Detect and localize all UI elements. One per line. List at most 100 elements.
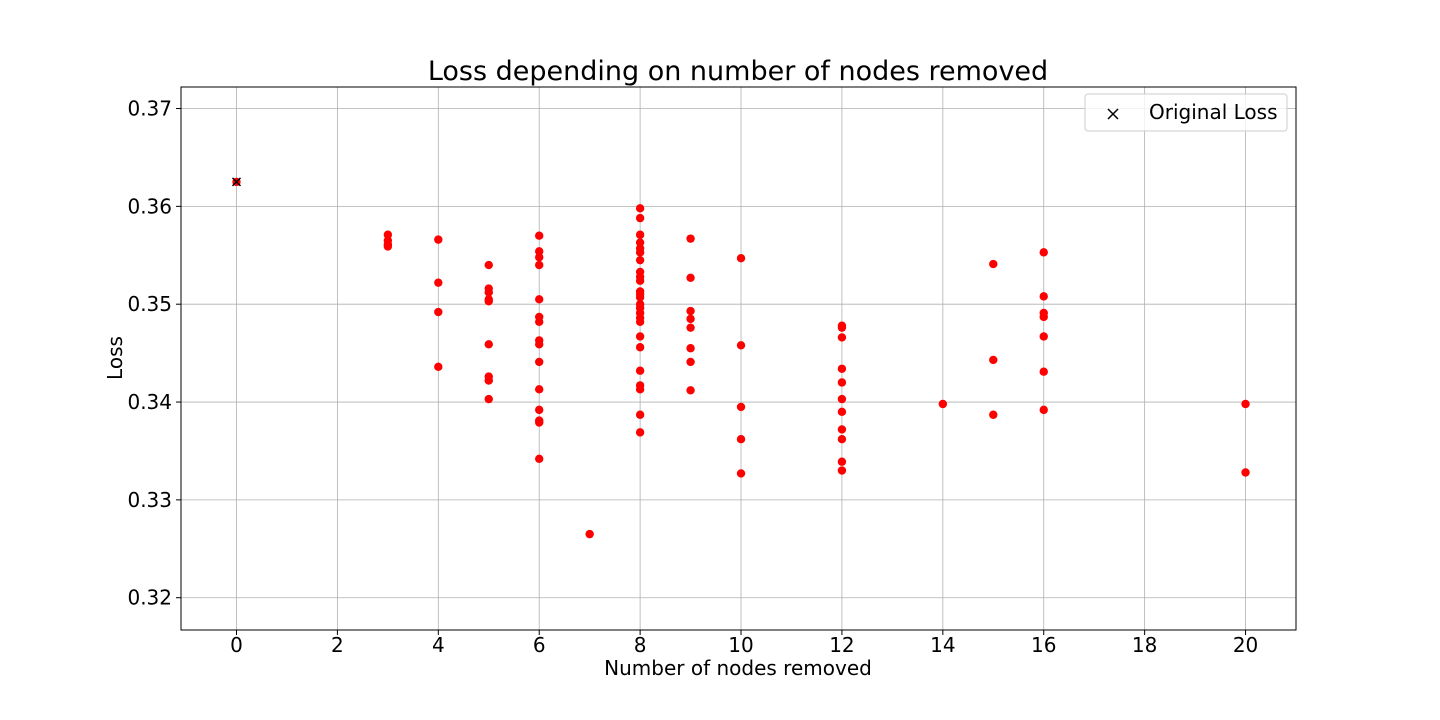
data-point: [736, 402, 746, 412]
data-point: [989, 410, 998, 419]
data-point: [837, 378, 847, 387]
data-point: [635, 248, 645, 257]
data-point: [535, 260, 544, 270]
data-point: [635, 385, 645, 394]
data-point: [686, 273, 695, 282]
data-point: [1039, 332, 1048, 341]
data-point: [434, 235, 443, 244]
data-point: [635, 230, 645, 239]
data-point: [1241, 468, 1250, 477]
data-point: [1039, 292, 1048, 301]
data-point: [837, 407, 847, 417]
grid-lines: [181, 87, 1296, 630]
data-point: [1039, 248, 1048, 257]
data-point: [686, 234, 695, 243]
x-axis-label: Number of nodes removed: [604, 656, 872, 680]
data-point: [989, 355, 998, 365]
data-point: [635, 343, 645, 352]
data-point: [484, 394, 493, 404]
x-tick-label: 16: [1031, 633, 1056, 657]
data-point: [484, 376, 493, 385]
data-point: [535, 340, 544, 349]
data-point: [585, 529, 594, 539]
data-point: [535, 385, 544, 394]
data-point: [837, 425, 847, 434]
data-point: [484, 340, 493, 349]
data-point: [736, 254, 746, 263]
data-point: [635, 276, 645, 285]
data-point: [989, 259, 998, 269]
data-point: [484, 288, 493, 297]
y-tick-label: 0.34: [127, 390, 172, 414]
data-point: [635, 213, 645, 223]
data-point: [383, 242, 393, 251]
x-tick-label: 14: [930, 633, 955, 657]
data-point: [535, 231, 544, 240]
data-point: [1039, 405, 1048, 415]
data-point: [635, 428, 645, 437]
x-tick-label: 2: [331, 633, 344, 657]
data-point: [736, 341, 746, 350]
data-point: [837, 435, 847, 444]
data-point: [686, 306, 695, 316]
x-tick-label: 0: [230, 633, 243, 657]
legend-box: [1084, 93, 1288, 132]
data-point: [686, 344, 695, 353]
data-point: [535, 253, 544, 262]
data-point: [484, 297, 493, 306]
data-point: [837, 394, 847, 404]
y-tick-label: 0.37: [127, 97, 172, 121]
axis-ticks: 0 2 4 6 8 10 12 14 16 18 20 0.32 0.33 0.34 0.35 0.36 0.3…: [127, 97, 1258, 657]
data-point: [686, 314, 695, 324]
data-point: [635, 255, 645, 265]
data-point: [635, 366, 645, 375]
data-point: [535, 418, 544, 427]
legend: Original Loss: [1084, 93, 1288, 132]
data-point: [383, 230, 393, 239]
data-point: [635, 317, 645, 327]
data-point: [837, 364, 847, 373]
data-point: [635, 293, 645, 302]
data-point: [535, 295, 544, 304]
data-points: [231, 177, 1250, 539]
x-tick-label: 18: [1132, 633, 1157, 657]
original-loss-marker: [231, 177, 242, 187]
y-axis-label: Loss: [103, 336, 127, 380]
data-point: [1039, 367, 1048, 376]
data-point: [535, 405, 544, 415]
chart-title: Loss depending on number of nodes remove…: [428, 56, 1048, 87]
x-tick-label: 6: [533, 633, 546, 657]
x-tick-label: 10: [728, 633, 753, 657]
legend-label-original-loss: Original Loss: [1149, 100, 1278, 124]
data-point: [686, 357, 695, 367]
x-tick-label: 20: [1233, 633, 1258, 657]
data-point: [434, 278, 443, 287]
x-tick-label: 12: [829, 633, 854, 657]
data-point: [635, 238, 645, 247]
data-point: [484, 260, 493, 270]
data-point: [635, 204, 645, 213]
data-point: [938, 399, 948, 409]
data-point: [635, 332, 645, 341]
y-tick-label: 0.35: [127, 292, 172, 316]
x-tick-label: 4: [432, 633, 445, 657]
data-point: [837, 333, 847, 342]
data-point: [1039, 312, 1048, 322]
plot-area-frame: [180, 86, 1297, 631]
data-point: [1241, 399, 1250, 409]
data-point: [686, 323, 695, 332]
x-tick-label: 8: [634, 633, 647, 657]
data-point: [635, 410, 645, 419]
data-point: [686, 386, 695, 395]
data-point: [736, 435, 746, 444]
data-point: [837, 466, 847, 475]
data-point: [736, 469, 746, 478]
data-point: [535, 317, 544, 327]
y-tick-label: 0.36: [127, 194, 172, 218]
data-point: [434, 362, 443, 372]
data-point: [434, 307, 443, 317]
data-point: [837, 323, 847, 332]
legend-marker-x-icon: [1107, 108, 1119, 120]
data-point: [535, 454, 544, 463]
